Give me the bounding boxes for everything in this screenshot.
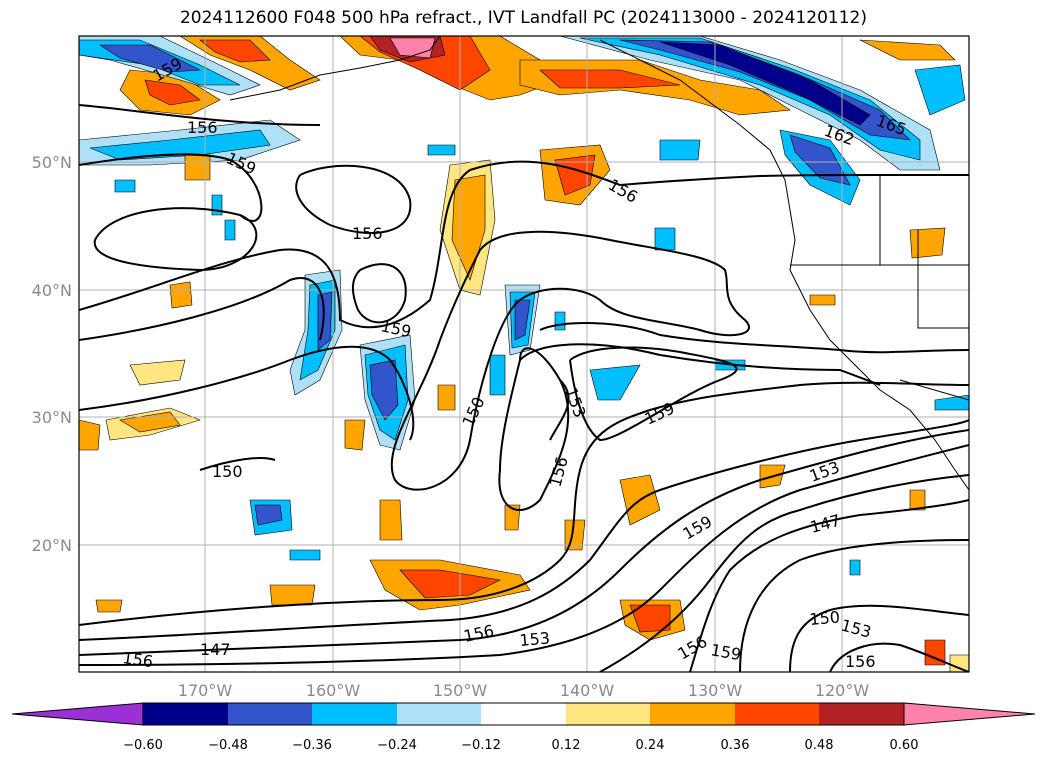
lat-label: 40°N [32,281,72,300]
contour-label: 156 [605,175,641,207]
contour-label: 156 [187,118,218,137]
colorbar-segment [228,703,312,725]
contour-label: 159 [379,316,413,341]
graticule [79,36,969,672]
colorbar-tick-label: 0.36 [721,738,750,753]
colorbar-segment [312,703,397,725]
colorbar-segment [650,703,735,725]
contour-label: 156 [121,648,154,671]
colorbar-tick-label: −0.60 [123,738,163,753]
colorbar-segment [566,703,650,725]
lon-label: 150°W [433,681,488,700]
lat-label: 30°N [32,408,72,427]
lon-label: 140°W [560,681,615,700]
contour-label: 150 [809,607,841,629]
contour-label: 153 [839,616,873,642]
height-contours [79,104,969,672]
colorbar-tick-label: −0.12 [461,738,501,753]
contour-label: 159 [709,640,742,664]
contour-label: 156 [675,632,711,664]
colorbar-left-extension [11,702,144,726]
lat-label: 20°N [32,536,72,555]
colorbar-segment [143,703,228,725]
lon-label: 130°W [688,681,743,700]
contour-label: 153 [519,628,551,650]
contour-label: 150 [458,394,488,430]
lat-label: 50°N [32,153,72,172]
contour-label: 147 [200,640,231,659]
colorbar: −0.60 −0.48 −0.36 −0.24 −0.12 0.12 0.24 … [11,702,1036,753]
colorbar-right-extension [903,702,1036,726]
colorbar-tick-label: 0.48 [805,738,834,753]
lon-label: 160°W [306,681,361,700]
contour-label: 147 [808,511,842,537]
contour-label: 150 [212,462,243,481]
filled-anomalies [79,36,969,672]
colorbar-segment [819,703,904,725]
contour-label: 153 [561,385,589,420]
colorbar-segment [735,703,819,725]
colorbar-tick-label: −0.24 [377,738,417,753]
contour-label: 153 [807,457,842,485]
map-frame [78,35,970,673]
colorbar-tick-label: 0.12 [552,738,581,753]
colorbar-tick-label: −0.48 [208,738,248,753]
colorbar-segment [397,703,481,725]
colorbar-outline [142,702,905,726]
latitude-labels: 50°N 40°N 30°N 20°N [32,153,72,555]
colorbar-segment [481,703,566,725]
lon-label: 120°W [815,681,870,700]
contour-label: 156 [352,224,383,243]
contour-label: 159 [642,398,678,428]
contour-label: 156 [462,621,496,646]
colorbar-ticks: −0.60 −0.48 −0.36 −0.24 −0.12 0.12 0.24 … [123,738,918,753]
contour-label: 156 [845,652,876,671]
map-title: 2024112600 F048 500 hPa refract., IVT La… [179,8,867,28]
contour-label: 156 [546,455,572,489]
lon-label: 170°W [178,681,233,700]
colorbar-tick-label: 0.60 [890,738,919,753]
map-field: 159 156 159 156 159 150 153 156 159 150 … [79,36,969,672]
longitude-labels: 170°W 160°W 150°W 140°W 130°W 120°W [178,681,870,700]
colorbar-tick-label: −0.36 [292,738,332,753]
colorbar-tick-label: 0.24 [636,738,665,753]
